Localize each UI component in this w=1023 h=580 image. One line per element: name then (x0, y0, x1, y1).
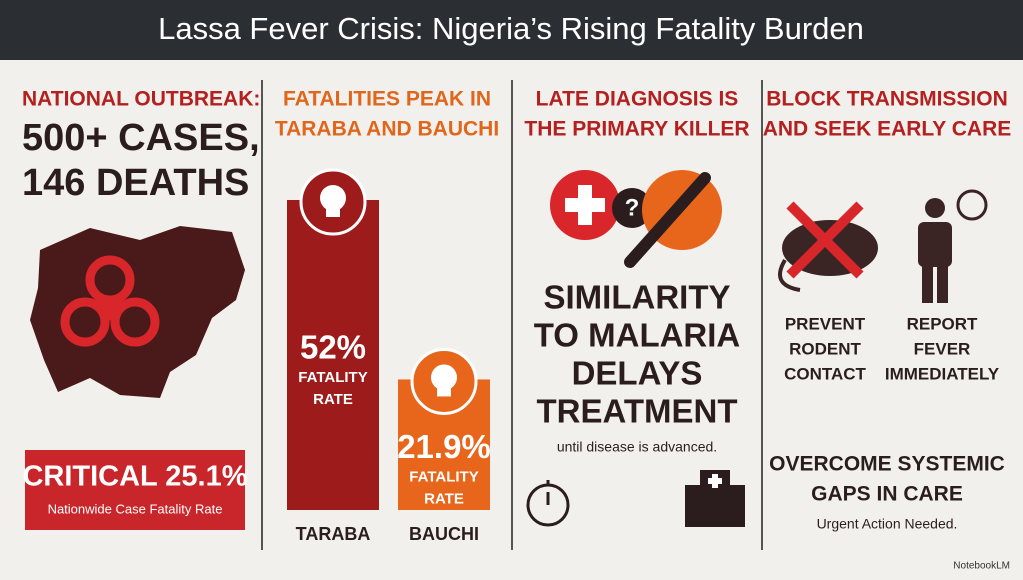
diagnosis-icons: ? (550, 170, 722, 268)
heading: LATE DIAGNOSIS IS (536, 88, 739, 111)
heading: BLOCK TRANSMISSION (766, 88, 1008, 111)
skull-jaw (437, 387, 451, 397)
hospital-icon (685, 470, 745, 527)
value-label: 52% (300, 329, 366, 366)
heading: TARABA AND BAUCHI (275, 118, 499, 141)
action-label: RODENT (789, 339, 861, 358)
callout-box (25, 450, 245, 530)
action-label: PREVENT (785, 314, 866, 333)
headline: DELAYS (572, 355, 703, 392)
value-label: 21.9% (397, 428, 491, 465)
heading: NATIONAL OUTBREAK: (22, 88, 260, 111)
category-label: TARABA (296, 524, 371, 544)
callout-title: CRITICAL 25.1% (22, 461, 247, 493)
note: until disease is advanced. (557, 439, 717, 455)
svg-text:?: ? (625, 194, 640, 221)
callout-subtitle: Nationwide Case Fatality Rate (48, 501, 223, 516)
stopwatch-icon (526, 480, 570, 527)
biohazard-icon (60, 255, 160, 347)
action-label: CONTACT (784, 364, 866, 383)
nigeria-map (30, 226, 245, 398)
action-label: REPORT (907, 314, 978, 333)
action-label: IMMEDIATELY (885, 364, 1000, 383)
note: Urgent Action Needed. (817, 516, 958, 532)
headline: TREATMENT (536, 393, 737, 430)
dividers (261, 80, 763, 550)
headline: 500+ CASES, (22, 117, 260, 159)
skull-icon (320, 185, 346, 211)
heading: FATALITIES PEAK IN (283, 88, 491, 111)
bar-caption: FATALITY (298, 369, 367, 386)
bar (287, 200, 379, 510)
rodent-icon (778, 201, 878, 292)
heading: THE PRIMARY KILLER (524, 118, 749, 141)
headline: GAPS IN CARE (811, 483, 963, 506)
heading: AND SEEK EARLY CARE (763, 118, 1012, 141)
skull-icon (431, 364, 457, 391)
credit: NotebookLM (953, 561, 1010, 572)
headline: SIMILARITY (544, 279, 731, 316)
category-label: BAUCHI (409, 524, 479, 544)
title: Lassa Fever Crisis: Nigeria’s Rising Fat… (158, 11, 864, 46)
skull-jaw (326, 208, 340, 217)
bar-caption: FATALITY (409, 468, 478, 485)
bar-caption: RATE (313, 391, 353, 408)
bar-caption: RATE (424, 490, 464, 507)
person-icon (918, 189, 988, 303)
headline: TO MALARIA (534, 317, 741, 354)
action-label: FEVER (914, 339, 971, 358)
header-bar (0, 0, 1023, 60)
headline: 146 DEATHS (22, 162, 249, 204)
headline: OVERCOME SYSTEMIC (769, 453, 1005, 476)
bar-chart: 52% FATALITY RATE TARABA 21.9% FATALITY RATE BA… (287, 168, 491, 544)
